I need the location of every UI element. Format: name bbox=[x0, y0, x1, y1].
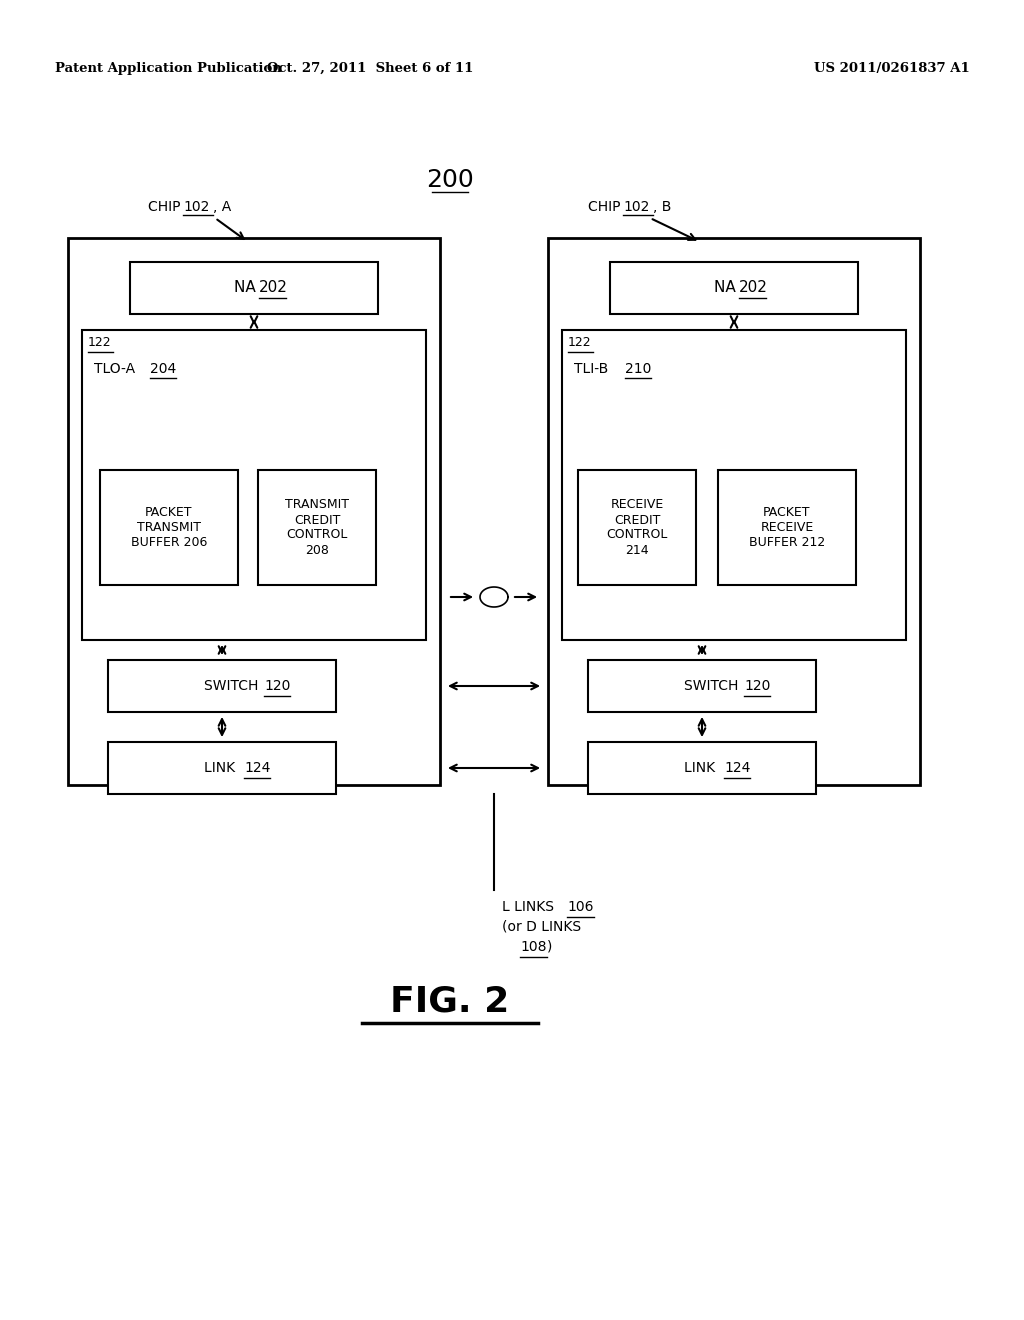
Text: 210: 210 bbox=[625, 362, 651, 376]
Text: Patent Application Publication: Patent Application Publication bbox=[55, 62, 282, 75]
Text: 200: 200 bbox=[426, 168, 474, 191]
Text: 108: 108 bbox=[520, 940, 547, 954]
Bar bbox=[578, 470, 696, 585]
Text: TLO-A: TLO-A bbox=[94, 362, 139, 376]
Text: FIG. 2: FIG. 2 bbox=[390, 985, 510, 1019]
Bar bbox=[718, 470, 856, 585]
Bar bbox=[82, 330, 426, 640]
Text: , A: , A bbox=[213, 201, 231, 214]
Bar bbox=[588, 742, 816, 795]
Bar bbox=[108, 742, 336, 795]
Text: CHIP: CHIP bbox=[148, 201, 185, 214]
Text: 106: 106 bbox=[567, 900, 594, 913]
Bar bbox=[108, 660, 336, 711]
Text: US 2011/0261837 A1: US 2011/0261837 A1 bbox=[814, 62, 970, 75]
Text: NA: NA bbox=[234, 281, 261, 296]
Text: SWITCH: SWITCH bbox=[204, 678, 263, 693]
Text: LINK: LINK bbox=[204, 762, 240, 775]
Text: PACKET
RECEIVE
BUFFER 212: PACKET RECEIVE BUFFER 212 bbox=[749, 506, 825, 549]
Text: (or D LINKS: (or D LINKS bbox=[502, 920, 582, 935]
Bar bbox=[610, 261, 858, 314]
Text: 120: 120 bbox=[744, 678, 770, 693]
Text: LINK: LINK bbox=[684, 762, 720, 775]
Text: 102: 102 bbox=[183, 201, 209, 214]
Text: 122: 122 bbox=[568, 337, 592, 348]
Text: Oct. 27, 2011  Sheet 6 of 11: Oct. 27, 2011 Sheet 6 of 11 bbox=[267, 62, 473, 75]
Text: 202: 202 bbox=[259, 281, 288, 296]
Bar bbox=[100, 470, 238, 585]
Bar bbox=[130, 261, 378, 314]
Text: 202: 202 bbox=[739, 281, 768, 296]
Text: ): ) bbox=[547, 940, 552, 954]
Bar bbox=[562, 330, 906, 640]
Text: 120: 120 bbox=[264, 678, 291, 693]
Text: RECEIVE
CREDIT
CONTROL
214: RECEIVE CREDIT CONTROL 214 bbox=[606, 499, 668, 557]
Text: TLI-B: TLI-B bbox=[574, 362, 612, 376]
Bar bbox=[258, 470, 376, 585]
Text: CHIP: CHIP bbox=[588, 201, 625, 214]
Text: L LINKS: L LINKS bbox=[502, 900, 558, 913]
Text: , B: , B bbox=[653, 201, 672, 214]
Text: 124: 124 bbox=[724, 762, 751, 775]
Text: SWITCH: SWITCH bbox=[684, 678, 742, 693]
Text: PACKET
TRANSMIT
BUFFER 206: PACKET TRANSMIT BUFFER 206 bbox=[131, 506, 207, 549]
Bar bbox=[588, 660, 816, 711]
Text: 124: 124 bbox=[244, 762, 270, 775]
Text: 122: 122 bbox=[88, 337, 112, 348]
Text: 204: 204 bbox=[150, 362, 176, 376]
Text: NA: NA bbox=[714, 281, 740, 296]
Bar bbox=[68, 238, 440, 785]
Text: 102: 102 bbox=[623, 201, 649, 214]
Bar bbox=[548, 238, 920, 785]
Text: TRANSMIT
CREDIT
CONTROL
208: TRANSMIT CREDIT CONTROL 208 bbox=[285, 499, 349, 557]
